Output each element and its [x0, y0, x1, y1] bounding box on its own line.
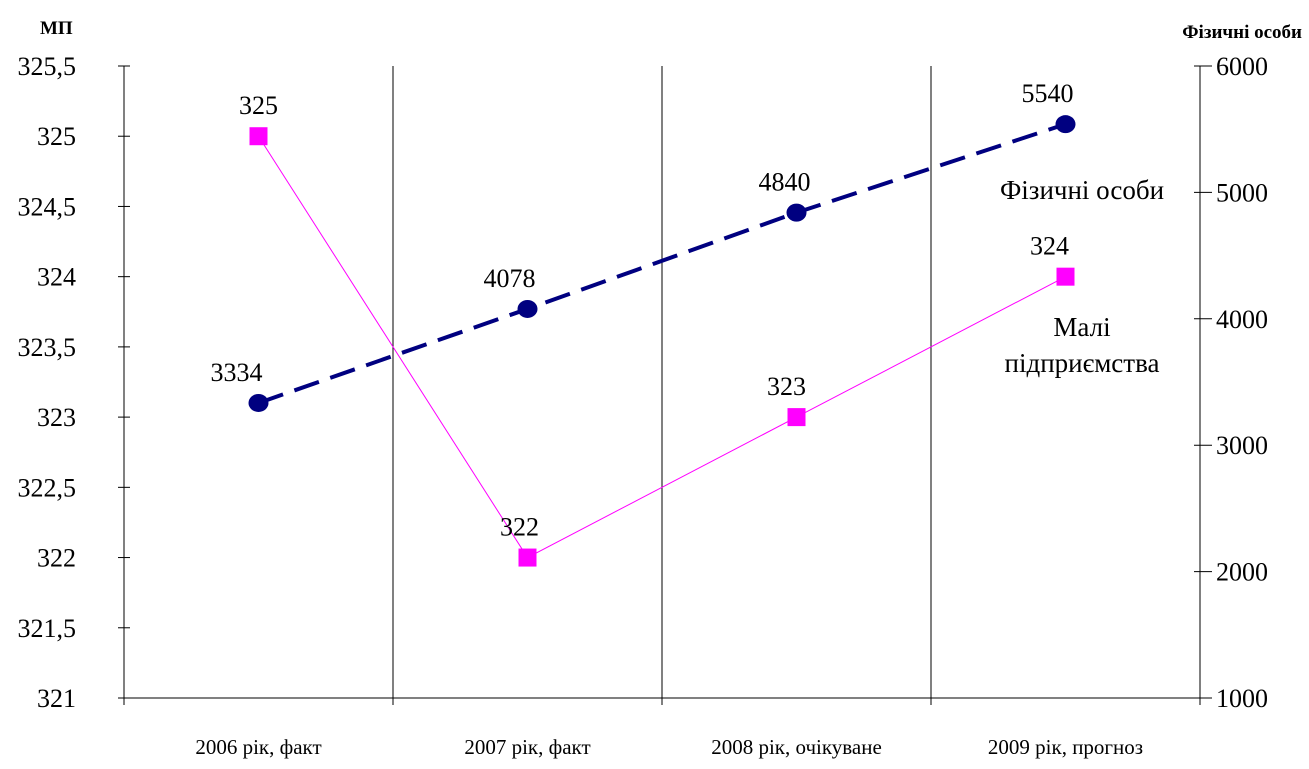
- grid-layer: [392, 66, 932, 698]
- data-label: 3334: [211, 358, 263, 387]
- category-label: 2008 рік, очікуване: [711, 735, 882, 759]
- left-tick-label: 321,5: [18, 614, 77, 643]
- data-label: 4840: [759, 168, 811, 197]
- data-point-circle: [248, 393, 269, 412]
- data-point-circle: [1055, 115, 1076, 134]
- right-axis-title: Фізичні особи: [1182, 22, 1302, 43]
- data-label: 325: [239, 91, 278, 120]
- series-line-mp: [258, 135, 1066, 559]
- right-tick-label: 2000: [1216, 558, 1268, 587]
- data-point-square: [249, 127, 268, 146]
- series-layer: [248, 115, 1076, 567]
- data-point-circle: [786, 203, 807, 222]
- series-name-label: Фізичні особи: [1000, 175, 1164, 205]
- data-label: 324: [1030, 232, 1069, 261]
- left-tick-label: 323,5: [18, 333, 77, 362]
- right-tick-label: 6000: [1216, 52, 1268, 81]
- right-tick-label: 3000: [1216, 431, 1268, 460]
- right-tick-label: 5000: [1216, 178, 1268, 207]
- left-tick-label: 323: [37, 403, 76, 432]
- left-tick-label: 321: [37, 684, 76, 713]
- data-label: 322: [500, 513, 539, 542]
- left-tick-label: 324,5: [18, 192, 77, 221]
- data-point-square: [1056, 267, 1075, 286]
- data-label: 5540: [1022, 79, 1074, 108]
- left-tick-label: 322,5: [18, 473, 77, 502]
- right-tick-label: 4000: [1216, 305, 1268, 334]
- category-label: 2009 рік, прогноз: [988, 735, 1143, 759]
- series-line-fizychni-osoby: [257, 122, 1067, 405]
- left-tick-label: 322: [37, 544, 76, 573]
- data-point-circle: [517, 299, 538, 318]
- label-layer: 325 322 323 324 Малі підприємства 3334 4078 4840…: [211, 79, 1165, 541]
- data-label: 323: [767, 372, 806, 401]
- right-tick-label: 1000: [1216, 684, 1268, 713]
- series-name-label: Малі: [1053, 312, 1110, 342]
- category-label: 2006 рік, факт: [195, 735, 321, 759]
- left-axis-title: МП: [40, 18, 73, 39]
- axes-layer: 325,5 325 324,5 324 323,5 323 322,5 322 321,5 321…: [18, 18, 1303, 759]
- data-point-square: [518, 548, 537, 567]
- category-label: 2007 рік, факт: [464, 735, 590, 759]
- series-name-label: підприємства: [1005, 348, 1160, 378]
- data-label: 4078: [484, 264, 536, 293]
- left-tick-label: 325: [37, 122, 76, 151]
- data-point-square: [787, 408, 806, 427]
- left-tick-label: 324: [37, 263, 76, 292]
- left-tick-label: 325,5: [18, 52, 77, 81]
